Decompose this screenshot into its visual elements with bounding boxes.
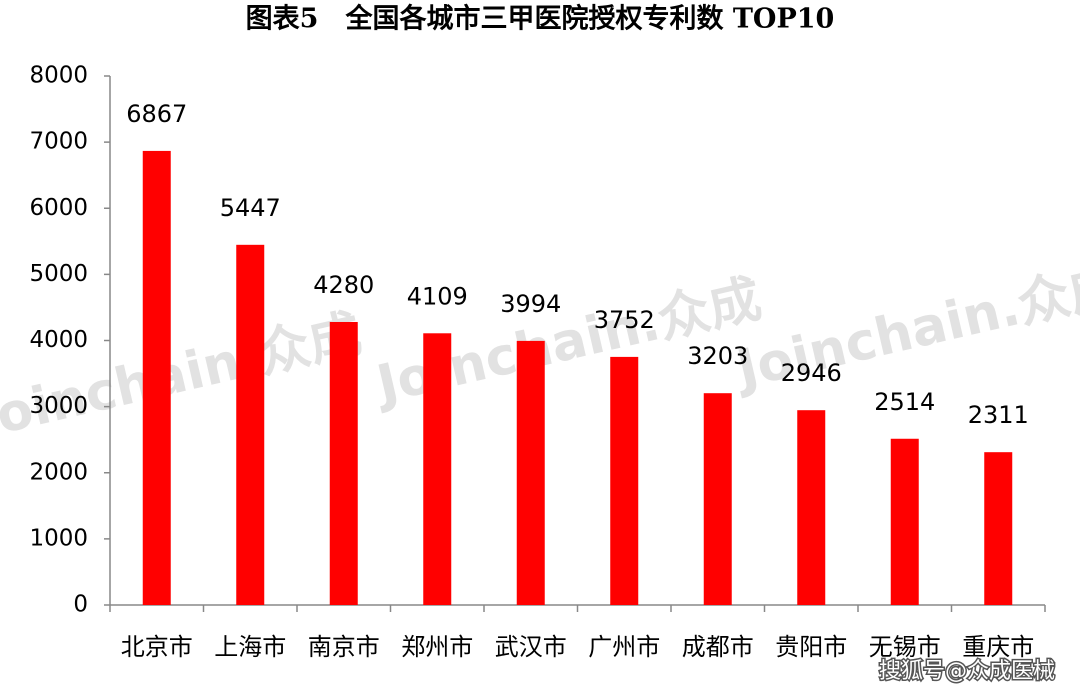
chart-title: 图表5 全国各城市三甲医院授权专利数 TOP10 <box>246 3 835 35</box>
bar <box>423 333 452 605</box>
x-tick-label: 北京市 <box>121 633 193 661</box>
data-label: 5447 <box>220 194 281 222</box>
y-tick-label: 7000 <box>29 129 88 155</box>
bar <box>329 321 358 605</box>
x-tick-label: 广州市 <box>588 633 660 661</box>
data-label: 3752 <box>594 306 655 334</box>
x-tick-label: 上海市 <box>214 633 286 661</box>
y-tick-label: 2000 <box>29 459 88 485</box>
x-tick-label: 南京市 <box>308 633 380 661</box>
data-label: 2514 <box>874 388 935 416</box>
data-label: 2946 <box>781 359 842 387</box>
data-label: 4280 <box>313 271 374 299</box>
y-tick-label: 1000 <box>29 525 88 551</box>
bar <box>890 438 919 605</box>
y-tick-label: 8000 <box>29 63 88 89</box>
data-label: 6867 <box>126 100 187 128</box>
bar <box>142 150 171 606</box>
y-tick-label: 0 <box>73 592 88 618</box>
bar <box>516 340 545 605</box>
x-tick-label: 成都市 <box>682 633 754 661</box>
bar <box>610 356 639 605</box>
data-label: 3994 <box>500 290 561 318</box>
bar <box>236 244 265 605</box>
y-tick-label: 4000 <box>29 327 88 353</box>
data-label: 2311 <box>968 401 1029 429</box>
y-tick-label: 6000 <box>29 195 88 221</box>
x-tick-label: 贵阳市 <box>775 633 847 661</box>
data-label: 3203 <box>687 342 748 370</box>
x-tick-label: 无锡市 <box>869 633 941 661</box>
watermark: Joinchain.众成 <box>0 304 367 451</box>
y-tick-label: 3000 <box>29 393 88 419</box>
data-label: 4109 <box>407 282 468 310</box>
bar <box>797 410 826 605</box>
source-watermark: 搜狐号@众成医械 <box>879 659 1055 684</box>
bar <box>703 393 732 605</box>
x-tick-label: 重庆市 <box>962 633 1034 661</box>
y-tick-label: 5000 <box>29 261 88 287</box>
x-tick-label: 郑州市 <box>401 633 473 661</box>
bar <box>984 452 1013 605</box>
x-tick-label: 武汉市 <box>495 633 567 661</box>
